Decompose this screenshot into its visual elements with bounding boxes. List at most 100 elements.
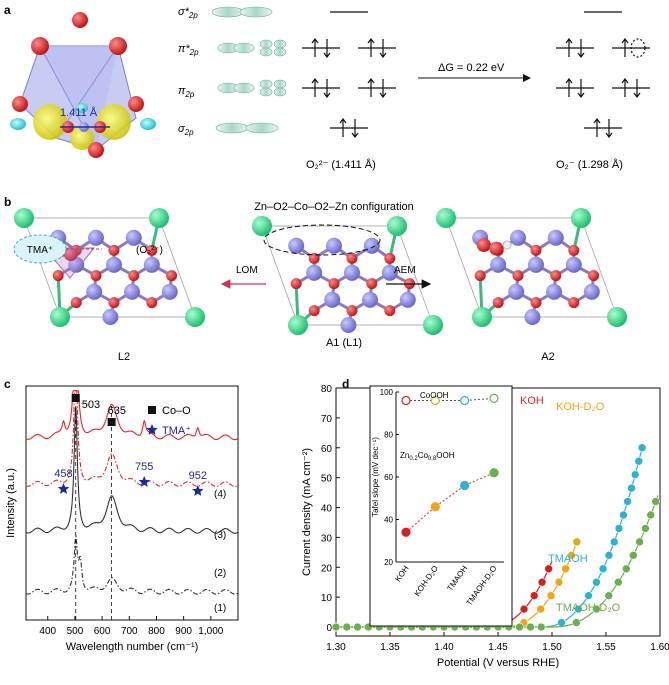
zn-atom [50, 307, 70, 327]
o-atom [530, 297, 542, 309]
aem-label: AEM [394, 265, 416, 276]
raman-x-tick-label: 800 [148, 626, 165, 637]
lsv-data-point [604, 551, 614, 560]
zn-atom [423, 315, 443, 335]
zn-atom [472, 307, 492, 327]
o-atom [474, 270, 486, 282]
electron-down [577, 79, 585, 98]
lsv-data-point [592, 604, 601, 614]
lsv-data-point [544, 564, 554, 574]
o-atom [384, 305, 396, 317]
panel-label-d: d [342, 377, 349, 391]
lsv-data-point [598, 564, 608, 574]
lsv-data-point [572, 618, 581, 627]
zn-atom [607, 307, 627, 327]
tma-peak-label: 458 [54, 468, 72, 480]
co-atom [161, 283, 178, 300]
tma-label: TMA⁺ [27, 245, 53, 256]
bond-length-label: 1.411 Å [60, 106, 98, 119]
inset-data-point [460, 395, 470, 406]
mo-diagram-left [302, 11, 396, 129]
lsv-data-point [613, 577, 623, 587]
panel-label-c: c [4, 377, 11, 391]
lsv-data-point [619, 510, 628, 520]
o-atom [146, 297, 158, 309]
lsv-data-point [635, 537, 644, 547]
o-atom [308, 252, 320, 264]
electron-down [577, 39, 585, 58]
lsv-y-tick-label: 80 [321, 384, 333, 395]
config-title: Zn–O2–Co–O2–Zn configuration [254, 201, 414, 213]
lsv-data-point [634, 456, 644, 466]
lsv-x-tick-label: 1.45 [488, 642, 508, 653]
co-atom [102, 309, 119, 325]
electron-up [367, 78, 375, 97]
electron-down [323, 79, 331, 98]
inset-group-label-znco: Zn0.2Co0.8OOH [400, 451, 455, 462]
raman-x-tick-label: 700 [121, 626, 138, 637]
structure-a1 [252, 216, 443, 335]
o2-label: (O₂²⁻) [136, 245, 163, 256]
svg-text:π2p: π2p [178, 85, 195, 99]
co-atom [88, 229, 104, 246]
co-atom [86, 283, 103, 300]
co-atom [524, 309, 541, 325]
raman-axes-frame [25, 385, 239, 621]
panel-label-b: b [4, 195, 11, 209]
co-atom [324, 291, 341, 308]
co-atom [143, 256, 160, 273]
co-atom [508, 283, 525, 300]
raman-series-line [25, 407, 239, 534]
zn-atom [14, 208, 34, 228]
svg-text:σ2p: σ2p [178, 123, 194, 137]
co-atom [363, 237, 380, 254]
lsv-data-point [629, 551, 638, 560]
raman-x-tick-label: 500 [67, 626, 84, 637]
lsv-data-point [637, 443, 647, 453]
lsv-data-point [554, 577, 564, 587]
co-o-peak-label: 503 [82, 399, 100, 411]
lsv-data-point [646, 510, 656, 520]
zn-atom [387, 216, 407, 236]
inset-data-point [401, 527, 411, 537]
inset-data-point [489, 393, 499, 403]
co-atom [510, 229, 526, 246]
co-o-marker [71, 394, 80, 402]
tma-peak-label: 755 [135, 461, 153, 473]
raman-x-tick-label: 1,000 [198, 626, 223, 637]
lsv-data-point [526, 622, 535, 632]
lsv-x-tick-label: 1.35 [380, 642, 400, 653]
lsv-data-point [623, 497, 632, 506]
lsv-data-point [536, 604, 546, 614]
lsv-series-label: KOH [520, 395, 544, 407]
raman-x-tick-label: 600 [94, 626, 111, 637]
o-atom [346, 305, 358, 317]
lsv-data-point [609, 537, 619, 547]
electron-up [621, 38, 629, 57]
oh-adsorbate [489, 241, 504, 256]
inset-group-label-cooh: CoOOH [420, 391, 449, 400]
legend-label-tma: TMA⁺ [162, 425, 191, 437]
lsv-data-point [614, 524, 624, 533]
lsv-y-tick-label: 70 [321, 414, 333, 425]
co-atom [546, 283, 562, 300]
electron-arrows [311, 38, 641, 138]
electron-up [565, 78, 573, 97]
co-atom [565, 256, 582, 273]
inset-y-tick-label: 60 [384, 473, 393, 482]
inset-y-tick-label: 80 [384, 431, 393, 440]
lsv-x-tick-label: 1.30 [326, 642, 346, 653]
co-atom [306, 264, 323, 281]
mo-diagram-right [556, 11, 650, 129]
config-ellipse [263, 224, 381, 256]
inset-frame [369, 385, 513, 627]
lsv-x-tick-label: 1.40 [434, 642, 454, 653]
tma-star-marker [138, 476, 150, 487]
o-atom [588, 270, 600, 282]
raman-chart: 400 500 600 700 800 900 1,000 Wavelength number… [5, 385, 239, 653]
raman-series-label: (3) [214, 530, 226, 541]
lsv-data-point [630, 470, 640, 479]
panel-label-a: a [4, 3, 11, 17]
co-atom [547, 229, 564, 246]
